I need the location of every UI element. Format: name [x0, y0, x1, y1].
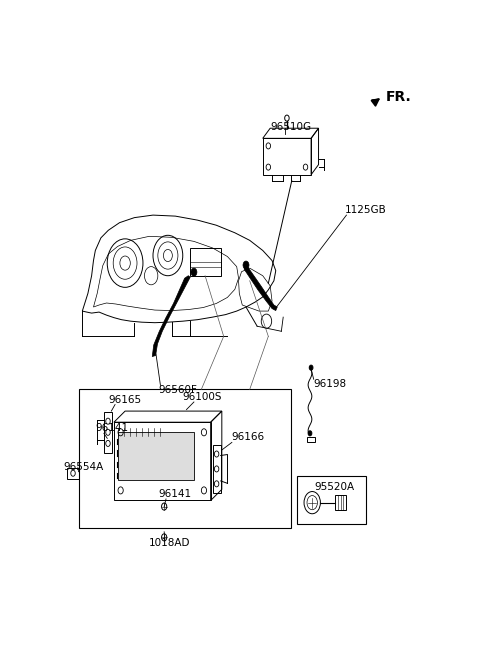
Text: 96141: 96141 — [158, 489, 192, 499]
Bar — [67, 468, 79, 479]
Text: 96100S: 96100S — [183, 392, 222, 402]
Text: 1125GB: 1125GB — [345, 205, 386, 215]
Bar — [114, 422, 211, 501]
Bar — [297, 476, 366, 524]
Text: 96554A: 96554A — [64, 462, 104, 472]
Text: 96560F: 96560F — [158, 385, 197, 396]
Bar — [190, 248, 221, 276]
Text: 95520A: 95520A — [315, 482, 355, 492]
Text: 96141: 96141 — [96, 423, 129, 434]
Text: 96510G: 96510G — [270, 122, 312, 132]
Text: 96166: 96166 — [231, 432, 264, 442]
Bar — [213, 445, 221, 493]
Bar — [263, 138, 311, 174]
Bar — [104, 412, 112, 453]
Polygon shape — [152, 276, 190, 357]
Circle shape — [309, 365, 313, 370]
Text: FR.: FR. — [385, 91, 411, 104]
Circle shape — [243, 261, 249, 269]
Bar — [118, 432, 194, 480]
Circle shape — [191, 268, 197, 276]
Text: 1018AD: 1018AD — [149, 539, 191, 548]
Text: 96198: 96198 — [313, 379, 346, 389]
Circle shape — [308, 431, 312, 436]
Bar — [335, 495, 346, 510]
Text: 96165: 96165 — [108, 394, 142, 405]
Bar — [307, 438, 315, 442]
Polygon shape — [244, 266, 277, 310]
Bar — [79, 390, 290, 528]
